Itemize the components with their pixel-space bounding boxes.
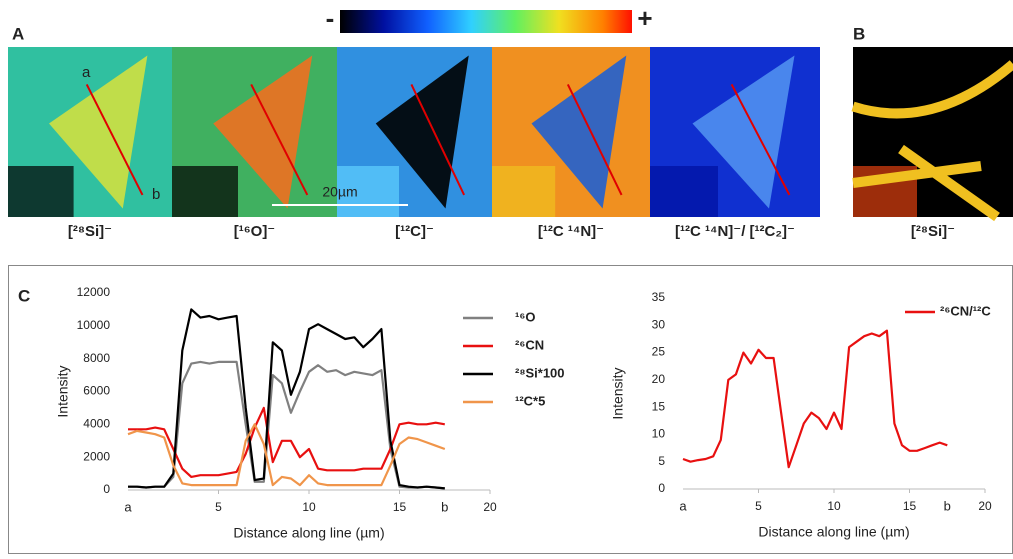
x-tick-label: 5 (755, 499, 762, 513)
image-feature (213, 55, 313, 209)
x-tick-label: 5 (215, 500, 222, 514)
image-label: [¹²C ¹⁴N]⁻/ [¹²C₂]⁻ (675, 223, 795, 240)
image-label: [¹⁶O]⁻ (234, 223, 275, 240)
panel-label: C (18, 286, 30, 305)
y-tick-label: 5 (658, 454, 665, 468)
panel-label: B (853, 24, 865, 43)
y-tick-label: 8000 (83, 351, 110, 365)
profile-line (730, 83, 791, 196)
line-end-label: b (944, 498, 951, 513)
y-tick-label: 0 (658, 481, 665, 495)
image-row: [²⁸Si]⁻ [¹⁶O]⁻ [¹²C]⁻ [¹²C ¹⁴N]⁻ [¹²C ¹⁴N]⁻/… (8, 47, 1013, 240)
x-tick-label: 15 (903, 499, 917, 513)
x-axis-label: Distance along line (µm) (233, 525, 384, 541)
line-end-label: a (124, 499, 132, 514)
profile-line (566, 83, 623, 196)
colorbar-min: - (326, 3, 335, 33)
series-line (128, 308, 445, 490)
x-tick-label: 10 (827, 499, 841, 513)
image-label: [²⁸Si]⁻ (911, 223, 955, 240)
y-tick-label: 10 (652, 427, 666, 441)
image-feature (49, 55, 148, 209)
x-axis-label: Distance along line (µm) (758, 524, 909, 540)
image-texture (172, 166, 238, 217)
profile-line (250, 83, 309, 196)
profile-line (85, 83, 144, 196)
legend-label: ¹²C*5 (515, 393, 545, 408)
y-tick-label: 10000 (77, 318, 111, 332)
image-texture (8, 166, 74, 217)
image-feature (531, 55, 627, 209)
y-axis-label: Intensity (55, 365, 71, 417)
image-feature (692, 55, 795, 209)
x-tick-label: 15 (393, 500, 407, 514)
colorbar (340, 10, 632, 33)
y-tick-label: 15 (652, 399, 666, 413)
legend-label: ¹⁶O (515, 309, 535, 324)
panel-label: A (12, 24, 24, 43)
legend-label: ²⁶CN (515, 337, 544, 352)
image-feature (851, 60, 1013, 222)
image-label: [¹²C]⁻ (395, 223, 434, 240)
y-tick-label: 25 (652, 345, 666, 359)
panel-c-frame (8, 265, 1013, 554)
x-tick-label: 10 (302, 500, 316, 514)
y-tick-label: 4000 (83, 417, 110, 431)
y-tick-label: 30 (652, 317, 666, 331)
image-label: [¹²C ¹⁴N]⁻ (538, 223, 604, 240)
profile-line (410, 83, 466, 196)
line-end-label: b (152, 186, 160, 203)
image-texture (337, 166, 399, 217)
scale-bar-label: 20µm (322, 184, 357, 200)
series-line (682, 329, 948, 469)
colorbar-max: + (637, 3, 652, 33)
y-tick-label: 6000 (83, 384, 110, 398)
y-tick-label: 12000 (77, 285, 111, 299)
x-tick-label: 20 (483, 500, 497, 514)
x-tick-label: 20 (978, 499, 992, 513)
series-line (128, 360, 445, 490)
y-tick-label: 35 (652, 290, 666, 304)
image-texture (492, 166, 556, 217)
legend-label: ²⁸Si*100 (515, 365, 565, 380)
y-axis-label: Intensity (610, 367, 626, 419)
series-line (127, 423, 446, 487)
legend-label: ²⁶CN/¹²C (940, 303, 991, 318)
y-tick-label: 0 (103, 482, 110, 496)
y-tick-label: 2000 (83, 449, 110, 463)
image-label: [²⁸Si]⁻ (68, 223, 112, 240)
line-end-label: b (441, 499, 448, 514)
line-end-label: a (679, 498, 687, 513)
line-end-label: a (82, 64, 91, 81)
y-tick-label: 20 (652, 372, 666, 386)
charts: 0 2000 4000 6000 8000 10000 12000 5 10 15 20 a b Dist… (55, 285, 992, 541)
image-feature (375, 55, 469, 209)
image-texture (650, 166, 718, 217)
